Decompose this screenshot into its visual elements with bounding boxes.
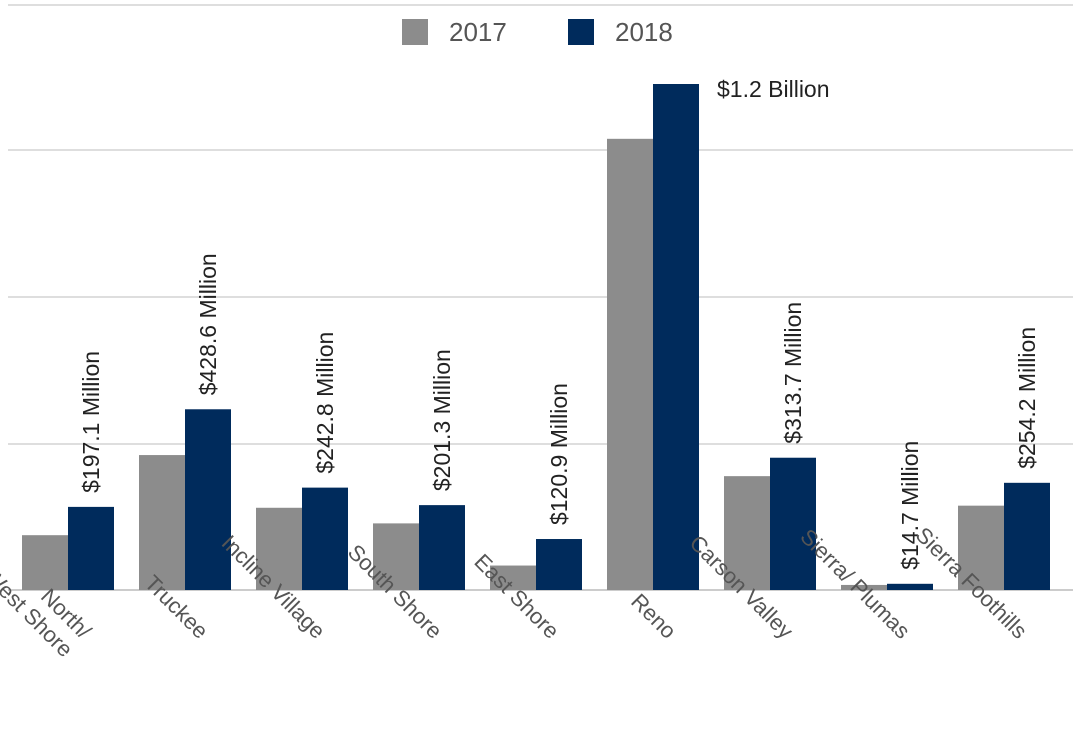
bar-2018-8 [1004, 482, 1050, 590]
bar-2017-8 [958, 505, 1004, 590]
bar-2018-2 [302, 487, 348, 590]
legend-swatch-2018 [568, 19, 594, 45]
bar-2018-3 [419, 505, 465, 590]
data-label: $242.8 Million [312, 332, 338, 474]
x-tick-label: Reno [626, 589, 681, 644]
data-label: $1.2 Billion [717, 76, 830, 102]
legend: 2017 2018 [402, 17, 673, 47]
bar-2017-6 [724, 476, 770, 590]
data-label: $14.7 Million [897, 441, 923, 570]
bars [22, 84, 1050, 591]
bar-2017-3 [373, 523, 419, 590]
data-label: $201.3 Million [429, 349, 455, 491]
bar-2018-5 [653, 84, 699, 590]
bar-2017-5 [607, 138, 653, 591]
legend-label-2017: 2017 [449, 17, 507, 47]
data-label: $197.1 Million [78, 351, 104, 493]
bar-2018-0 [68, 506, 114, 590]
data-label: $120.9 Million [546, 383, 572, 525]
legend-label-2018: 2018 [615, 17, 673, 47]
legend-swatch-2017 [402, 19, 428, 45]
data-label: $313.7 Million [780, 302, 806, 444]
bar-2018-1 [185, 409, 231, 590]
data-label: $254.2 Million [1014, 327, 1040, 469]
bar-2017-4 [490, 565, 536, 590]
bar-2018-6 [770, 457, 816, 590]
bar-2017-0 [22, 535, 68, 590]
bar-2018-7 [887, 583, 933, 590]
bar-2017-2 [256, 507, 302, 590]
data-labels: $197.1 Million $428.6 Million $242.8 Milli… [78, 76, 1040, 570]
bar-2018-4 [536, 539, 582, 590]
data-label: $428.6 Million [195, 253, 221, 395]
bar-2017-7 [841, 584, 887, 590]
bar-2017-1 [139, 455, 185, 590]
